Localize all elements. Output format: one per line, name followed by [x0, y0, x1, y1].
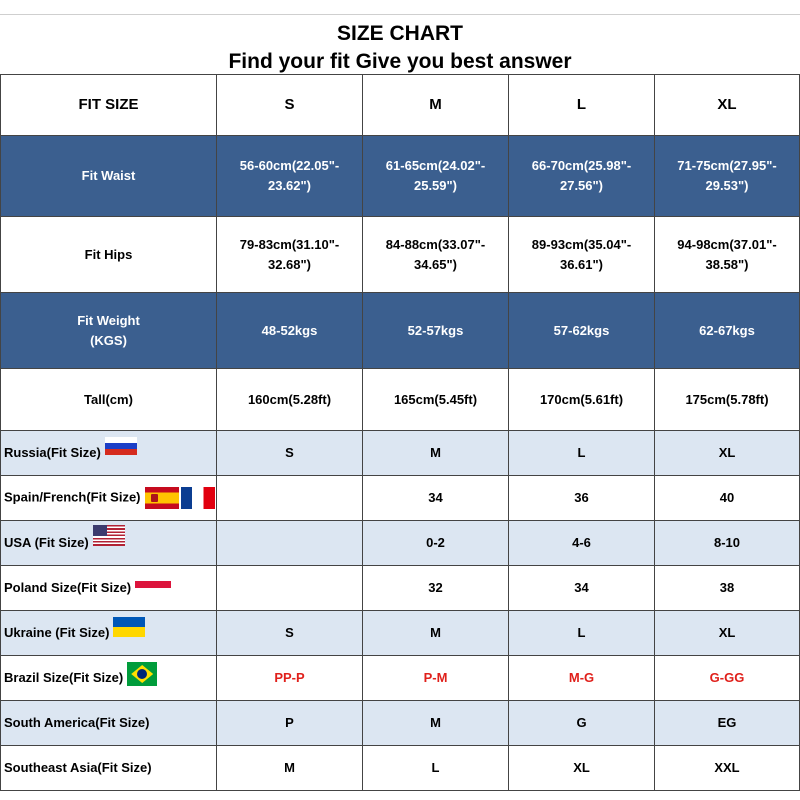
row-label: Southeast Asia(Fit Size): [4, 760, 152, 775]
table-cell: 79-83cm(31.10"- 32.68"): [216, 216, 363, 293]
table-cell: 165cm(5.45ft): [362, 368, 509, 431]
table-cell: 89-93cm(35.04"- 36.61"): [508, 216, 655, 293]
table-cell: [216, 475, 363, 521]
table-cell: 8-10: [654, 520, 800, 566]
table-cell: 4-6: [508, 520, 655, 566]
table-cell: 0-2: [362, 520, 509, 566]
chart-subtitle: Find your fit Give you best answer: [228, 50, 572, 73]
table-cell: M: [362, 610, 509, 656]
row-label-cell: Southeast Asia(Fit Size): [0, 745, 217, 791]
table-cell: 66-70cm(25.98"- 27.56"): [508, 135, 655, 217]
ukraine-flag-icon: [113, 617, 146, 637]
table-cell: S: [216, 610, 363, 656]
france-flag-icon: [180, 487, 215, 509]
south-america-row: South America(Fit Size) P M G EG: [0, 700, 800, 746]
row-label: Poland Size(Fit Size): [4, 580, 132, 595]
size-chart-table: FIT SIZE S M L XL Fit Waist 56-60cm(22.0…: [0, 74, 800, 791]
header-fit-size: FIT SIZE: [0, 74, 217, 136]
table-cell: L: [508, 430, 655, 476]
brazil-flag-icon: [127, 662, 158, 686]
row-label: Tall(cm): [0, 368, 217, 431]
header-row: FIT SIZE S M L XL: [0, 74, 800, 136]
row-label: Fit Hips: [0, 216, 217, 293]
table-cell: M: [362, 700, 509, 746]
russia-flag-icon: [104, 437, 137, 455]
chart-title: SIZE CHART: [337, 22, 463, 45]
row-label: USA (Fit Size): [4, 535, 89, 550]
row-label: Fit Weight (KGS): [0, 292, 217, 369]
spain-france-row: Spain/French(Fit Size) 34 36 40: [0, 475, 800, 521]
table-cell: 57-62kgs: [508, 292, 655, 369]
table-cell: XL: [508, 745, 655, 791]
ukraine-row: Ukraine (Fit Size) S M L XL: [0, 610, 800, 656]
table-cell: L: [508, 610, 655, 656]
waist-row: Fit Waist 56-60cm(22.05"- 23.62") 61-65c…: [0, 135, 800, 217]
row-label-cell: Brazil Size(Fit Size): [0, 655, 217, 701]
table-cell: XL: [654, 430, 800, 476]
poland-flag-icon: [135, 574, 172, 588]
table-cell: P-M: [362, 655, 509, 701]
table-cell: XL: [654, 610, 800, 656]
row-label: Spain/French(Fit Size): [4, 489, 141, 505]
table-cell: [216, 520, 363, 566]
table-cell: 94-98cm(37.01"- 38.58"): [654, 216, 800, 293]
row-label: Brazil Size(Fit Size): [4, 670, 124, 685]
header-size-s: S: [216, 74, 363, 136]
row-label-cell: Russia(Fit Size): [0, 430, 217, 476]
table-cell: M: [216, 745, 363, 791]
weight-row: Fit Weight (KGS) 48-52kgs 52-57kgs 57-62…: [0, 292, 800, 369]
usa-flag-icon: [92, 525, 125, 546]
row-label-cell: Ukraine (Fit Size): [0, 610, 217, 656]
russia-row: Russia(Fit Size) S M L XL: [0, 430, 800, 476]
header-size-l: L: [508, 74, 655, 136]
header-size-xl: XL: [654, 74, 800, 136]
table-cell: 48-52kgs: [216, 292, 363, 369]
brazil-row: Brazil Size(Fit Size) PP-P P-M M-G G-GG: [0, 655, 800, 701]
table-cell: 38: [654, 565, 800, 611]
row-label: Russia(Fit Size): [4, 445, 101, 460]
table-cell: 160cm(5.28ft): [216, 368, 363, 431]
table-cell: 71-75cm(27.95"- 29.53"): [654, 135, 800, 217]
table-cell: [216, 565, 363, 611]
table-cell: 62-67kgs: [654, 292, 800, 369]
usa-row: USA (Fit Size) 0-2 4-6 8-10: [0, 520, 800, 566]
table-cell: 52-57kgs: [362, 292, 509, 369]
table-cell: XXL: [654, 745, 800, 791]
table-cell: 170cm(5.61ft): [508, 368, 655, 431]
table-cell: 32: [362, 565, 509, 611]
table-cell: 36: [508, 475, 655, 521]
header-size-m: M: [362, 74, 509, 136]
row-label-cell: South America(Fit Size): [0, 700, 217, 746]
table-cell: 34: [508, 565, 655, 611]
row-label: Fit Waist: [0, 135, 217, 217]
row-label: Ukraine (Fit Size): [4, 625, 110, 640]
row-label: South America(Fit Size): [4, 715, 150, 730]
table-cell: G: [508, 700, 655, 746]
southeast-asia-row: Southeast Asia(Fit Size) M L XL XXL: [0, 745, 800, 791]
spain-flag-icon: [144, 487, 179, 509]
poland-row: Poland Size(Fit Size) 32 34 38: [0, 565, 800, 611]
tall-row: Tall(cm) 160cm(5.28ft) 165cm(5.45ft) 170…: [0, 368, 800, 431]
table-cell: 175cm(5.78ft): [654, 368, 800, 431]
table-cell: 84-88cm(33.07"- 34.65"): [362, 216, 509, 293]
table-cell: L: [362, 745, 509, 791]
row-label-cell: Spain/French(Fit Size): [0, 475, 217, 521]
table-cell: 34: [362, 475, 509, 521]
table-cell: 40: [654, 475, 800, 521]
table-cell: G-GG: [654, 655, 800, 701]
row-label-cell: USA (Fit Size): [0, 520, 217, 566]
chart-title-block: SIZE CHART Find your fit Give you best a…: [0, 14, 800, 75]
row-label-cell: Poland Size(Fit Size): [0, 565, 217, 611]
table-cell: M-G: [508, 655, 655, 701]
table-cell: M: [362, 430, 509, 476]
table-cell: S: [216, 430, 363, 476]
table-cell: P: [216, 700, 363, 746]
table-cell: 56-60cm(22.05"- 23.62"): [216, 135, 363, 217]
table-cell: EG: [654, 700, 800, 746]
table-cell: 61-65cm(24.02"- 25.59"): [362, 135, 509, 217]
hips-row: Fit Hips 79-83cm(31.10"- 32.68") 84-88cm…: [0, 216, 800, 293]
table-cell: PP-P: [216, 655, 363, 701]
